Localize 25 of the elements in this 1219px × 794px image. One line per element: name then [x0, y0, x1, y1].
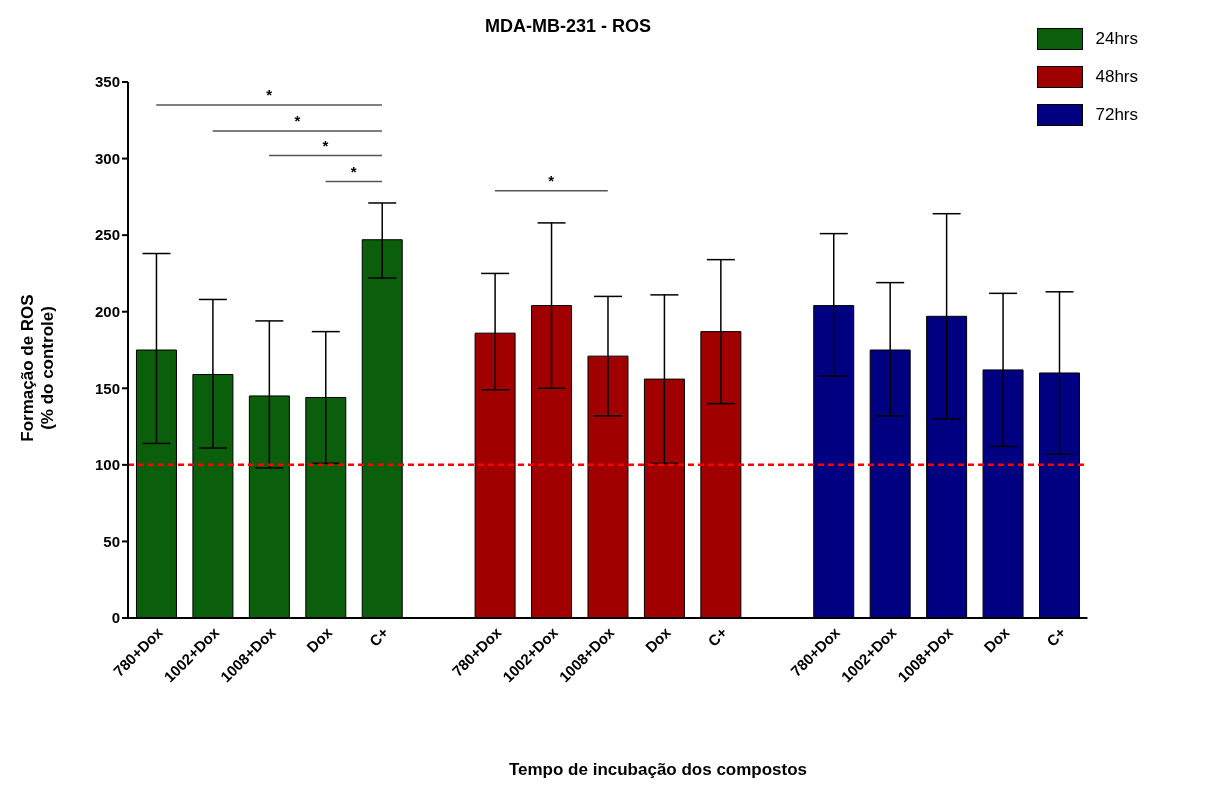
y-tick-label: 100 [94, 456, 120, 474]
legend-label: 24hrs [1095, 29, 1138, 49]
legend-label: 72hrs [1095, 105, 1138, 125]
x-tick-label: C+ [704, 623, 731, 650]
y-tick-label: 350 [94, 73, 120, 91]
x-axis-title: Tempo de incubação dos compostos [507, 760, 809, 780]
y-tick-label: 50 [103, 532, 120, 550]
annotation: * [266, 85, 273, 103]
x-tick-label: C+ [365, 623, 392, 650]
y-tick-label: 250 [94, 226, 120, 244]
x-tick-label: Dox [303, 623, 336, 656]
y-tick-label: 300 [94, 149, 120, 167]
annotation: * [548, 171, 555, 189]
x-tick-label: Dox [980, 623, 1013, 656]
x-tick-label: Dox [641, 623, 675, 656]
y-tick-label: 200 [94, 303, 120, 321]
chart-title: MDA-MB-231 - ROS [484, 16, 652, 37]
annotation: * [322, 136, 329, 154]
x-tick-label: C+ [1043, 623, 1070, 650]
y-axis-title: Formação de ROS (% do controle) [18, 294, 58, 442]
y-tick-label: 0 [111, 609, 120, 627]
legend-label: 48hrs [1095, 67, 1138, 87]
annotation: * [294, 112, 301, 130]
y-tick-label: 150 [94, 379, 120, 397]
annotation: * [350, 162, 357, 180]
